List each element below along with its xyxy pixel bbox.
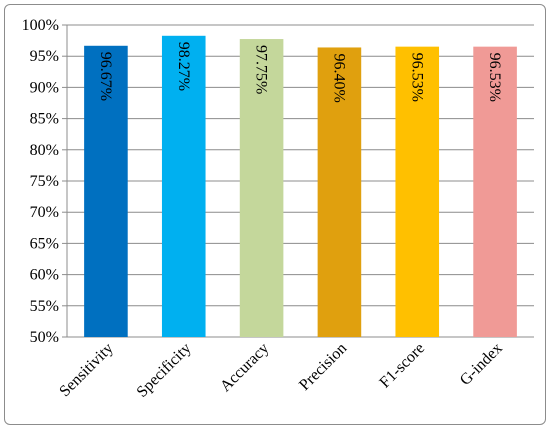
data-label: 96.53% bbox=[408, 53, 425, 102]
y-tick-label: 80% bbox=[30, 142, 59, 159]
axes bbox=[62, 24, 534, 338]
bars bbox=[84, 35, 517, 338]
bar-g-index bbox=[473, 46, 517, 337]
gridlines bbox=[67, 24, 534, 307]
data-labels: 96.67% 98.27% 97.75% 96.40% 96.53% 96.53% bbox=[97, 42, 503, 103]
data-label: 96.67% bbox=[97, 52, 114, 101]
y-tick-label: 90% bbox=[30, 79, 59, 96]
category-label: Sensitivity bbox=[56, 340, 116, 400]
y-tick-label: 95% bbox=[30, 48, 59, 65]
bar-f1-score bbox=[395, 46, 440, 337]
bar-accuracy bbox=[239, 39, 284, 337]
data-label: 96.40% bbox=[330, 53, 347, 102]
bar-precision bbox=[317, 47, 362, 338]
category-label: Specificity bbox=[134, 340, 195, 401]
data-label: 98.27% bbox=[175, 42, 192, 91]
y-axis-tick-labels: 50% 55% 60% 65% 70% 75% 80% 85% 90% 95% 100% bbox=[22, 17, 59, 346]
y-tick-label: 85% bbox=[30, 111, 59, 128]
y-tick-label: 70% bbox=[30, 204, 59, 221]
category-label: G-index bbox=[457, 340, 506, 389]
data-label: 97.75% bbox=[253, 45, 270, 94]
y-tick-label: 75% bbox=[30, 173, 59, 190]
y-tick-label: 65% bbox=[30, 235, 59, 252]
category-label: Accuracy bbox=[217, 340, 272, 395]
bar-sensitivity bbox=[84, 45, 128, 337]
x-axis-category-labels: Sensitivity Specificity Accuracy Precision F… bbox=[56, 340, 506, 401]
category-label: Precision bbox=[296, 340, 350, 394]
y-tick-label: 100% bbox=[22, 17, 59, 34]
y-tick-label: 55% bbox=[30, 298, 59, 315]
y-tick-label: 60% bbox=[30, 267, 59, 284]
category-label: F1-score bbox=[376, 340, 428, 392]
data-label: 96.53% bbox=[486, 53, 503, 102]
y-tick-label: 50% bbox=[30, 329, 59, 346]
bar-specificity bbox=[161, 35, 206, 338]
